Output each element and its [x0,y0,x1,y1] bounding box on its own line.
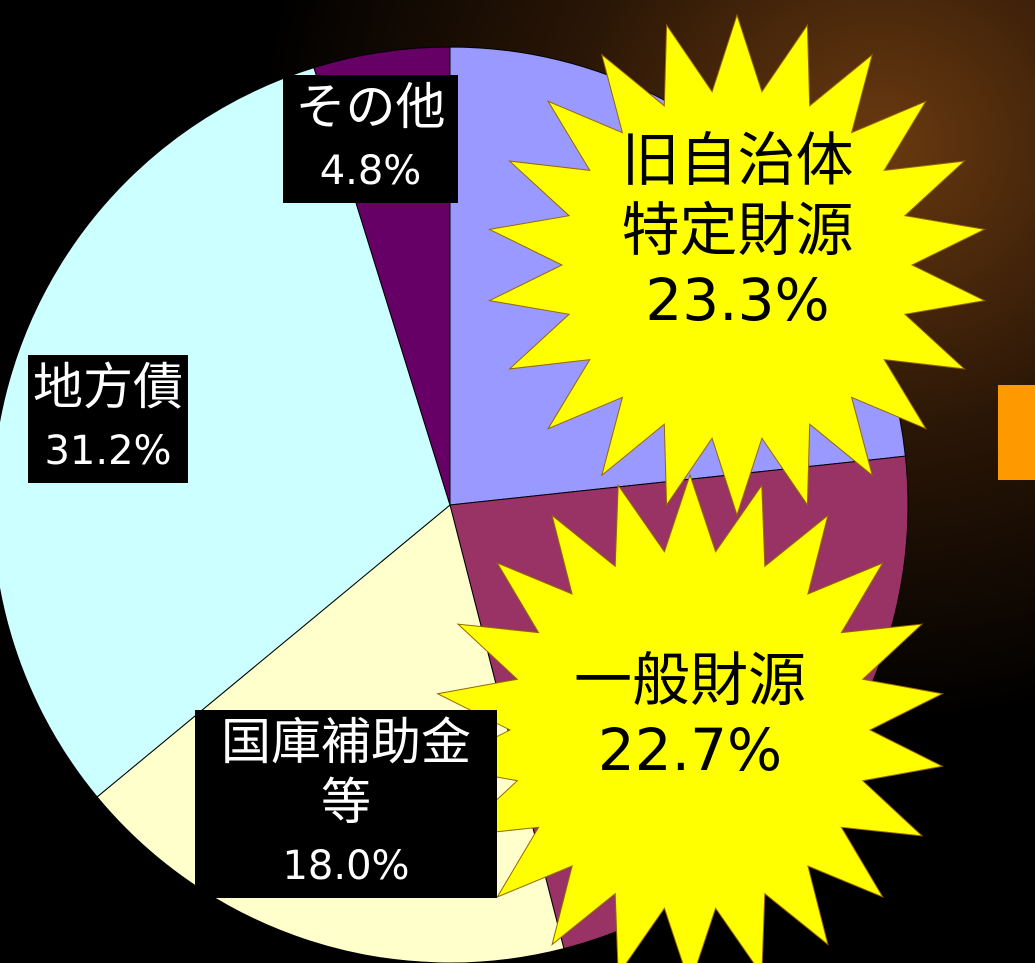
category-label: 一般財源 [574,646,806,714]
slice-label: その他 4.8% [283,75,458,203]
value-label: 4.8% [320,148,422,194]
slice-label: 地方債 31.2% [28,355,188,483]
value-label: 23.3% [645,266,829,334]
slice-label: 国庫補助金等 18.0% [195,710,497,898]
category-label: 国庫補助金等 [221,713,471,831]
value-label: 22.7% [598,716,782,784]
page: その他 4.8% 地方債 31.2% 国庫補助金等 18.0% 旧自治体特定財源23.… [0,0,1035,963]
value-label: 31.2% [44,428,171,474]
category-label: 旧自治体特定財源 [621,126,853,264]
category-label: 地方債 [33,358,183,416]
category-label: その他 [296,78,446,136]
decoration [998,385,1035,480]
value-label: 18.0% [282,843,409,889]
